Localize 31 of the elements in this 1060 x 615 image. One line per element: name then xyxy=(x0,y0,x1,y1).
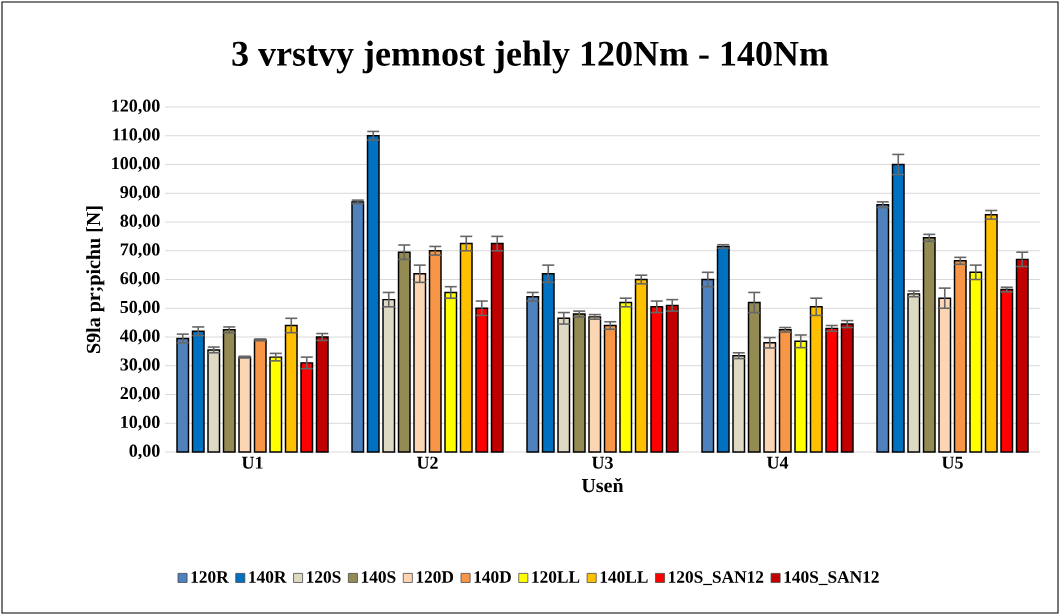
x-tick-label: U5 xyxy=(941,456,963,469)
x-tick-label: U3 xyxy=(591,456,613,469)
legend-label: 140S xyxy=(361,571,396,583)
y-tick-label: 70,00 xyxy=(120,243,160,259)
y-tick-label: 90,00 xyxy=(120,185,160,201)
y-tick-label: 30,00 xyxy=(120,358,160,374)
legend-label: 120S_SAN12 xyxy=(669,571,764,586)
x-axis-title: Useň xyxy=(581,477,624,493)
legend-label: 120LL xyxy=(532,571,580,583)
x-tick-label: U2 xyxy=(416,456,438,469)
y-tick-label: 80,00 xyxy=(120,214,160,230)
legend-label: 140D xyxy=(474,571,511,583)
y-tick-label: 100,00 xyxy=(112,157,160,172)
y-axis-title: S9la pr;pichu [N] xyxy=(86,206,105,353)
y-tick-label: 120,00 xyxy=(112,99,160,115)
y-tick-label: 110,00 xyxy=(113,128,160,144)
legend-label: 120S xyxy=(307,571,341,583)
y-tick-label: 10,00 xyxy=(121,415,160,431)
y-tick-label: 60,00 xyxy=(120,272,160,287)
legend-label: 140LL xyxy=(600,571,648,583)
y-tick-label: 40,00 xyxy=(120,329,160,345)
x-tick-label: U4 xyxy=(766,456,789,469)
y-tick-label: 50,00 xyxy=(120,300,160,316)
chart-title: 3 vrstvy jemnost jehly 120Nm - 140Nm xyxy=(232,40,829,74)
legend-label: 120R xyxy=(191,571,229,583)
y-tick-label: 20,00 xyxy=(120,387,160,402)
y-tick-label: 0,00 xyxy=(129,444,160,460)
legend-label: 140R xyxy=(249,571,287,583)
x-tick-label: U1 xyxy=(241,456,263,469)
legend-label: 140S_SAN12 xyxy=(784,571,879,586)
legend-label: 120D xyxy=(416,571,454,583)
